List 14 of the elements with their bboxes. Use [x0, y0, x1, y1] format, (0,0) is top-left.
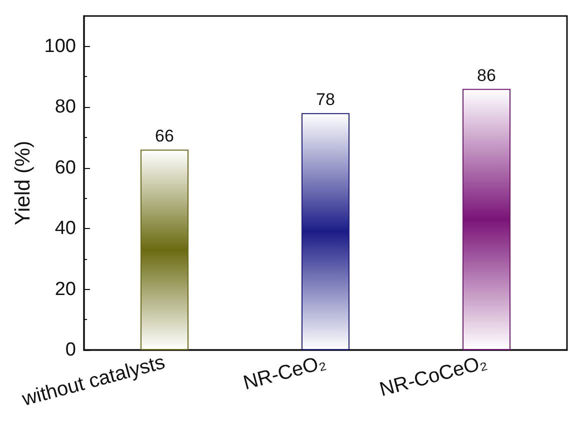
bar — [302, 113, 350, 350]
y-tick-label: 60 — [54, 157, 76, 178]
data-label: 66 — [155, 126, 174, 146]
x-tick-label: NR-CeO₂ — [241, 351, 328, 394]
bar — [462, 88, 510, 350]
data-label: 86 — [477, 66, 496, 85]
bar — [140, 150, 188, 350]
y-tick-label: 100 — [44, 36, 76, 57]
y-tick-label: 80 — [54, 96, 76, 118]
y-tick-label: 20 — [54, 278, 76, 300]
data-label: 78 — [316, 90, 335, 110]
y-axis-title: Yield (%) — [11, 140, 34, 226]
y-tick-label: 40 — [54, 218, 76, 240]
y-tick-label: 0 — [65, 340, 76, 360]
